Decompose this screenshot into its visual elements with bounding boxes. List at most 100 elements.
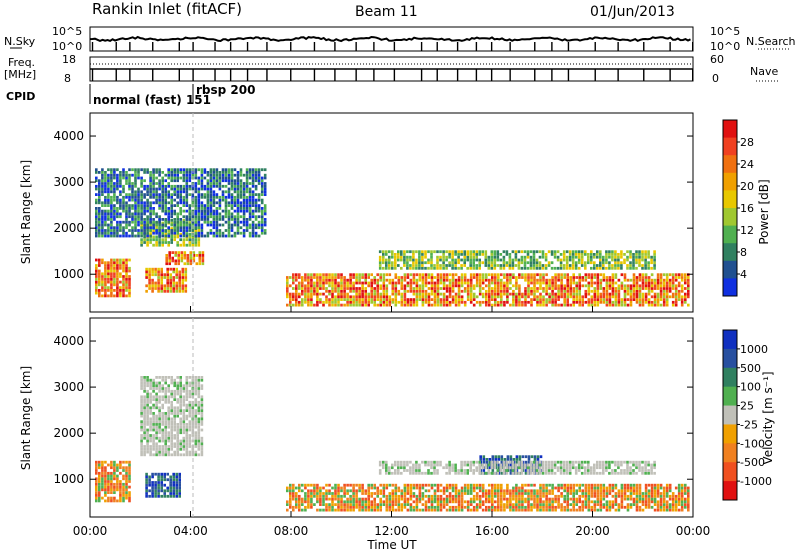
velocity-cell-1428 [536,489,539,493]
power-cell-845 [400,276,404,279]
velocity-cell-872 [334,508,337,512]
power-cell-2897 [185,198,189,202]
power-cell-1917 [451,253,454,256]
power-cell-1623 [641,284,645,288]
velocity-cell-1323 [500,497,503,501]
date-title: 01/Jun/2013 [590,4,675,20]
velocity-cell-113 [122,496,125,500]
power-cell-1719 [671,300,675,304]
velocity-cell-1186 [448,486,452,490]
power-cell-267 [174,262,177,266]
velocity-cell-267 [140,378,143,382]
power-cell-1725 [671,278,675,282]
power-cell-2218 [617,258,620,262]
power-cell-2735 [161,231,164,235]
power-cell-3214 [233,215,237,219]
power-cell-2247 [635,266,638,270]
velocity-cell-1376 [518,492,521,495]
power-cell-648 [340,273,343,277]
power-cell-1570 [626,303,630,307]
velocity-cell-732 [200,445,204,448]
velocity-cell-365 [152,381,155,385]
velocity-cell-130 [125,480,128,483]
velocity-cell-171 [151,475,154,479]
power-cell-2203 [611,264,614,267]
power-cell-1746 [677,273,681,277]
power-cell-3311 [248,223,252,227]
velocity-cell-407 [158,400,161,404]
velocity-cell-698 [194,387,198,390]
power-cell-1541 [614,276,618,279]
power-cell-316 [143,235,146,239]
velocity-cell-568 [179,409,182,412]
power-cell-2451 [116,198,119,202]
power-cell-2527 [128,193,131,196]
power-cell-1071 [469,276,473,279]
power-cell-1839 [412,266,415,270]
power-cell-3244 [236,184,240,188]
velocity-cell-926 [352,500,355,504]
velocity-cell-719 [197,403,201,407]
power-cell-346 [155,241,158,244]
velocity-cell-1364 [515,497,518,501]
velocity-cell-866 [331,503,334,506]
power-cell-1932 [460,264,463,267]
velocity-cell-933 [355,505,358,509]
velocity-cell-33 [101,477,104,481]
power-cell-3329 [251,234,255,238]
velocity-cell-26 [98,463,101,467]
velocity-cell-1281 [485,492,488,495]
power-cell-2591 [137,193,140,196]
power-cell-244 [181,273,185,277]
power-cell-1222 [518,289,521,293]
power-cell-1058 [466,287,470,290]
power-cell-3342 [251,193,255,196]
power-cell-1522 [611,303,615,307]
velocity-cell-458 [164,389,167,393]
power-cell-2272 [647,266,650,270]
velocity-cell-716 [197,412,201,415]
power-cell-987 [445,303,449,307]
power-cell-1788 [385,266,388,270]
velocity-cell-1025 [388,497,392,501]
velocity-cell-21 [98,480,101,483]
power-cell-2733 [158,168,161,172]
power-cell-3211 [233,223,237,227]
power-ytick-label-0: 4000 [53,129,84,143]
velocity-cell-890 [340,508,343,512]
power-cell-3369 [254,168,258,172]
velocity-cell-1358 [512,489,515,493]
power-cell-222 [175,289,178,293]
power-cell-2533 [128,173,131,177]
velocity-cell-1112 [421,503,425,506]
power-cell-1885 [436,264,439,267]
velocity-cell-826 [316,508,319,512]
power-cell-2651 [146,190,149,194]
power-cell-2263 [641,253,644,256]
power-cell-2677 [152,231,155,235]
power-cell-1962 [475,264,478,267]
power-cell-1635 [644,278,648,282]
velocity-cell-1324 [500,494,503,498]
power-cell-3229 [236,226,240,230]
velocity-cell-233 [175,475,178,479]
power-cell-2056 [526,250,530,254]
power-cell-1486 [599,292,603,296]
velocity-cell-830 [316,492,319,495]
velocity-cell-885 [337,494,340,498]
power-cell-1688 [662,303,666,307]
power-cell-811 [391,300,395,304]
power-cell-974 [439,276,443,279]
power-cell-2324 [98,190,101,194]
power-cell-3122 [218,201,222,205]
power-cell-209 [169,281,172,285]
power-cell-443 [194,238,198,242]
velocity-cell-990 [373,483,376,487]
power-cell-1952 [469,253,472,256]
power-cell-3050 [209,223,213,227]
power-cell-2027 [511,264,515,267]
power-cell-1559 [623,303,627,307]
power-cell-1893 [439,255,442,259]
velocity-cell-504 [170,395,173,399]
power-cell-2736 [161,229,164,232]
